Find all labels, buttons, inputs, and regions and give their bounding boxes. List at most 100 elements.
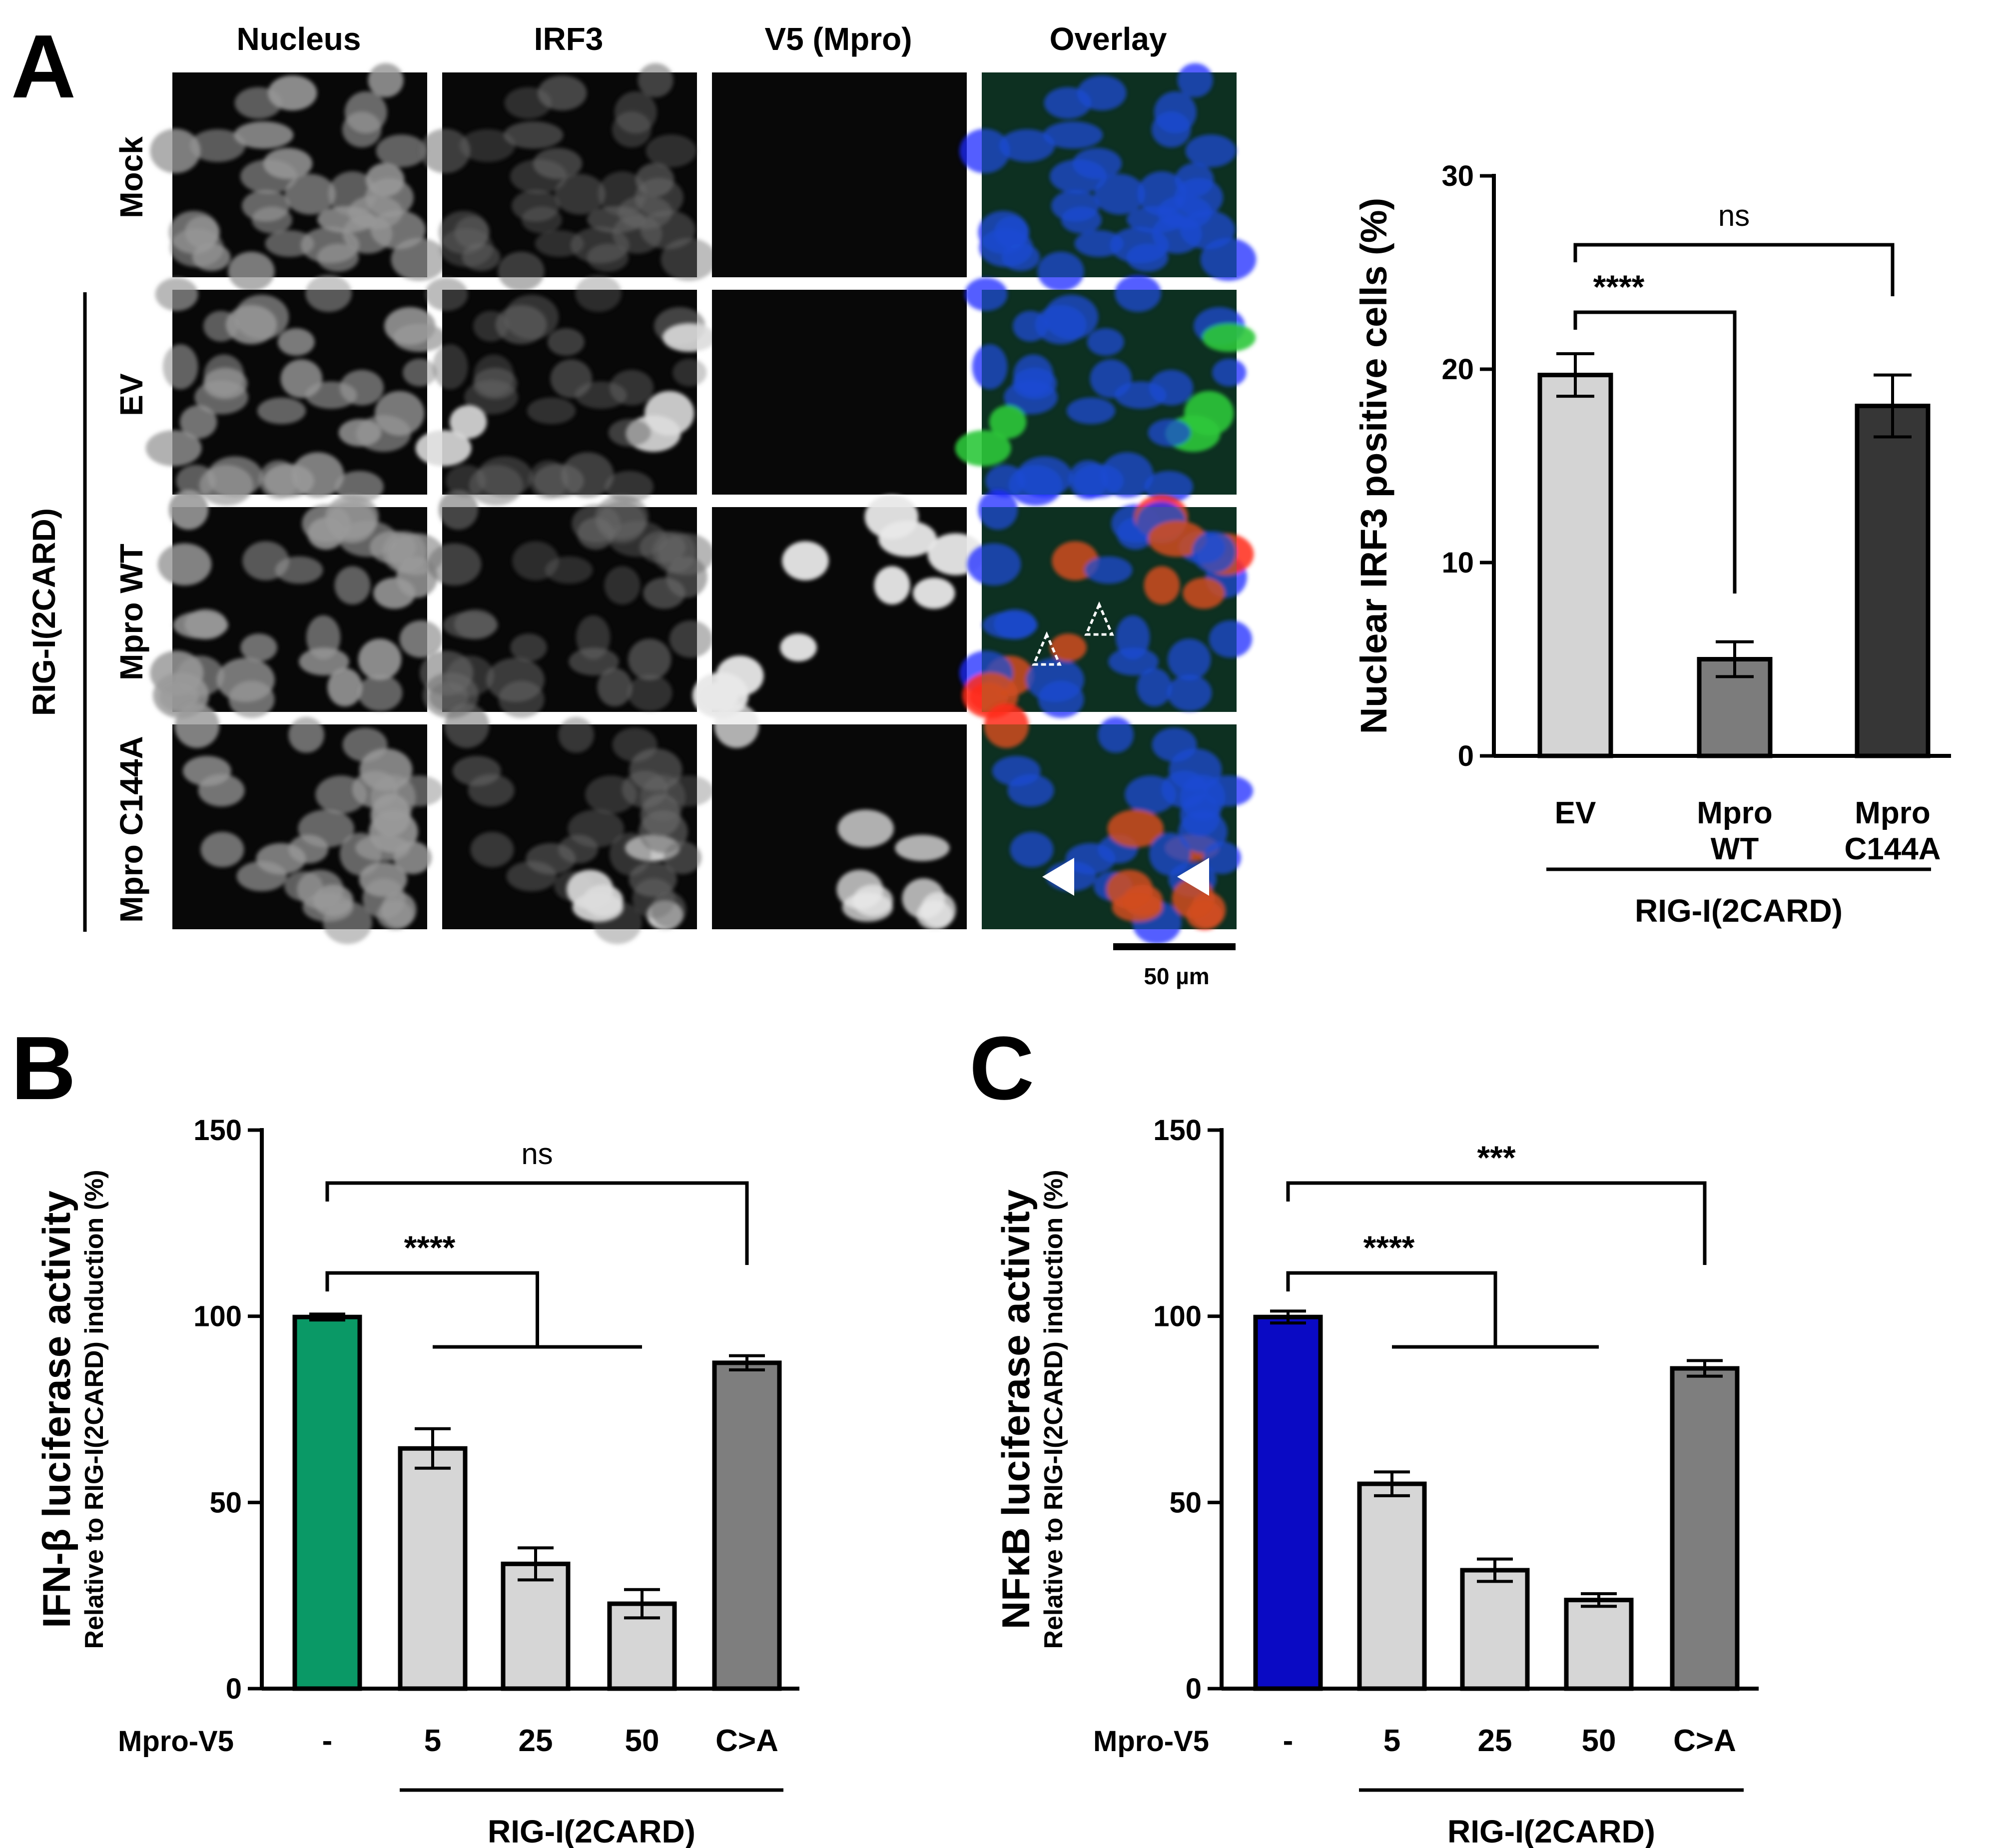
error-bar-2 xyxy=(415,1427,451,1470)
cell xyxy=(628,638,671,680)
micrograph-mpro-c144a-irf3 xyxy=(442,703,714,944)
chart-nfkb: 0 50 100 150 NFκB luciferase activity Relativ… xyxy=(994,1114,1759,1848)
cell xyxy=(964,277,1008,311)
cell xyxy=(358,638,402,680)
cell xyxy=(425,277,468,311)
cell xyxy=(1068,460,1108,500)
cell xyxy=(967,543,1021,586)
micrograph-background xyxy=(712,290,967,495)
cell xyxy=(521,206,563,234)
bar-3 xyxy=(501,1561,571,1691)
cell xyxy=(878,521,937,557)
cell xyxy=(632,878,675,919)
row-label-mpro-c144a: Mpro C144A xyxy=(113,736,149,922)
row-label-mock: Mock xyxy=(113,136,149,218)
cell xyxy=(299,647,349,676)
error-bar-3 xyxy=(1874,373,1912,439)
cell xyxy=(251,206,293,234)
significance-brackets xyxy=(1573,243,1895,594)
cell xyxy=(1013,354,1054,396)
y-axis-label: NFκB luciferase activity xyxy=(994,1190,1038,1629)
y-tick-label: 0 xyxy=(1458,740,1474,772)
micrograph-mpro-c144a-v5 xyxy=(712,703,967,930)
cell xyxy=(1074,230,1124,257)
group-label: RIG-I(2CARD) xyxy=(488,1814,695,1848)
cell xyxy=(327,668,363,707)
cell xyxy=(192,243,231,271)
cell xyxy=(498,680,545,718)
cell xyxy=(348,195,403,229)
cell xyxy=(240,159,297,194)
cell xyxy=(368,63,404,97)
y-tick-label: 100 xyxy=(193,1300,242,1333)
column-header-irf3: IRF3 xyxy=(534,21,604,57)
error-bar-3 xyxy=(1477,1557,1513,1583)
x-tick-label-1: - xyxy=(1283,1724,1294,1758)
cell xyxy=(1001,243,1040,271)
cell xyxy=(339,832,382,876)
cell xyxy=(1144,471,1194,503)
cell xyxy=(643,578,685,609)
micrograph-cells xyxy=(959,490,1254,718)
micrograph-cells xyxy=(150,490,445,718)
cell xyxy=(1007,774,1054,807)
y-tick-label: 0 xyxy=(226,1673,242,1705)
micrograph-mpro-wt-nucleus xyxy=(150,490,445,718)
x-tick-label-5: C>A xyxy=(1673,1724,1736,1758)
cell xyxy=(162,344,198,390)
cell xyxy=(403,358,437,387)
cell xyxy=(159,682,199,712)
cell xyxy=(663,323,716,352)
microscopy-group-label: RIG-I(2CARD) xyxy=(26,508,62,716)
cell xyxy=(1061,206,1102,234)
cell xyxy=(608,419,652,447)
cell xyxy=(470,831,514,867)
cell xyxy=(429,682,469,712)
cell xyxy=(1044,295,1099,340)
cell xyxy=(978,490,1018,530)
cell xyxy=(1175,163,1214,197)
cell xyxy=(358,674,403,711)
micrograph-mpro-wt-overlay xyxy=(959,490,1254,718)
y-tick-label: 20 xyxy=(1441,353,1474,386)
irf3-cytoplasm-overlay xyxy=(982,724,1237,929)
cell xyxy=(1115,275,1161,312)
error-bar-1 xyxy=(1270,1309,1306,1325)
cell xyxy=(1209,620,1253,658)
cell xyxy=(661,238,717,281)
cell xyxy=(265,230,314,257)
cell xyxy=(1148,521,1207,557)
cell xyxy=(545,556,593,584)
cell xyxy=(234,87,282,119)
x-tick-label-1: EV xyxy=(1555,796,1596,830)
bar-1 xyxy=(292,1314,362,1691)
cell xyxy=(1203,841,1242,874)
cell xyxy=(288,716,325,753)
x-tick-label-3: Mpro xyxy=(1855,796,1931,830)
cell xyxy=(462,243,501,271)
error-bar-4 xyxy=(624,1588,660,1620)
cell xyxy=(652,531,696,574)
cell xyxy=(284,174,336,215)
cell xyxy=(313,884,354,917)
cell xyxy=(1010,831,1054,867)
cell xyxy=(174,703,220,748)
cell xyxy=(340,370,384,406)
y-tick-label: 0 xyxy=(1186,1673,1202,1705)
cell xyxy=(1137,668,1172,707)
cell xyxy=(365,163,405,197)
micrograph-cells xyxy=(415,275,716,506)
irf3-cytoplasm-overlay xyxy=(982,290,1237,495)
row-label-mpro-v5: Mpro-V5 xyxy=(1093,1725,1209,1758)
column-header-v5: V5 (Mpro) xyxy=(764,21,912,57)
cell xyxy=(275,556,323,584)
cell xyxy=(837,809,894,848)
cell xyxy=(234,295,289,340)
cell xyxy=(335,471,384,503)
cell xyxy=(1122,884,1163,917)
micrograph-cells xyxy=(444,703,714,944)
cell xyxy=(393,323,447,352)
arrowheads xyxy=(1032,601,1209,896)
micrograph-ev-overlay xyxy=(955,275,1256,506)
cell xyxy=(895,834,950,861)
